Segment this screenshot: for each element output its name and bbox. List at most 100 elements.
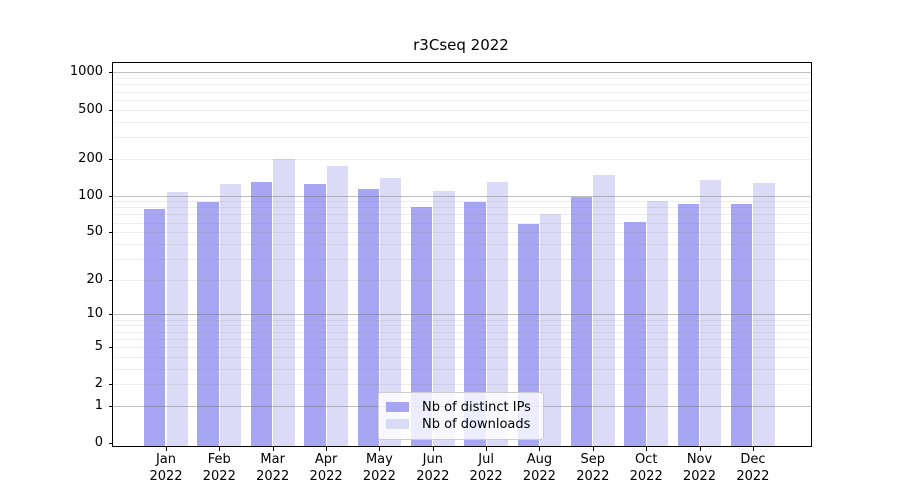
x-tick-feb — [219, 447, 221, 451]
x-tick-jan — [166, 447, 167, 451]
y-tick-20 — [109, 279, 113, 281]
y-tick-100 — [109, 195, 113, 197]
x-tick-sep — [592, 447, 594, 451]
x-tick-label-oct: Oct 2022 — [616, 451, 676, 485]
x-tick-label-may: May 2022 — [349, 451, 409, 485]
bar-downloads-dec — [753, 182, 775, 446]
x-tick-aug — [539, 447, 541, 451]
grid-line-minor-800 — [113, 84, 811, 86]
x-tick-label-year: 2022 — [576, 469, 610, 484]
y-tick-label-50: 50 — [86, 224, 103, 240]
x-tick-label-year: 2022 — [149, 469, 183, 484]
bar-ips-nov — [677, 203, 699, 446]
bar-downloads-may — [379, 177, 402, 446]
grid-line-minor-900 — [113, 78, 811, 80]
x-tick-label-jan: Jan 2022 — [136, 451, 196, 485]
y-tick-500 — [109, 109, 113, 111]
bar-downloads-nov — [700, 180, 722, 446]
y-tick-10 — [109, 314, 113, 316]
x-tick-label-jun: Jun 2022 — [403, 451, 463, 485]
x-tick-label-month: Jun — [422, 452, 443, 467]
bar-ips-jul — [464, 201, 486, 446]
x-tick-label-month: Sep — [580, 452, 606, 467]
y-tick-label-100: 100 — [78, 187, 103, 203]
grid-line-minor-500 — [113, 109, 811, 111]
y-tick-label-2: 2 — [94, 376, 103, 392]
x-tick-label-year: 2022 — [309, 469, 343, 484]
y-tick-label-20: 20 — [86, 271, 103, 287]
y-tick-label-500: 500 — [78, 101, 103, 117]
x-tick-label-apr: Apr 2022 — [296, 451, 356, 485]
y-tick-label-5: 5 — [94, 338, 103, 354]
x-tick-label-year: 2022 — [469, 469, 503, 484]
bar-ips-apr — [304, 184, 326, 446]
x-tick-label-month: May — [365, 452, 393, 467]
x-tick-label-sep: Sep 2022 — [563, 451, 623, 485]
bar-ips-oct — [624, 221, 646, 446]
y-tick-label-1: 1 — [94, 397, 103, 413]
bar-ips-sep — [570, 197, 593, 446]
x-tick-mar — [272, 447, 274, 451]
x-tick-oct — [646, 447, 648, 451]
legend-label: Nb of distinct IPs — [422, 399, 531, 415]
x-tick-label-year: 2022 — [416, 469, 450, 484]
bar-downloads-oct — [646, 200, 669, 446]
x-tick-label-year: 2022 — [682, 469, 717, 484]
legend: Nb of distinct IPs Nb of downloads — [378, 392, 544, 440]
x-tick-jul — [486, 447, 488, 451]
grid-line-minor-600 — [113, 99, 811, 101]
x-tick-label-month: Mar — [260, 452, 285, 467]
bar-ips-jun — [410, 206, 433, 446]
y-tick-0 — [109, 443, 113, 444]
bar-downloads-aug — [539, 214, 562, 446]
x-tick-label-year: 2022 — [362, 469, 396, 484]
x-tick-label-month: Nov — [686, 452, 713, 467]
y-tick-2 — [109, 384, 113, 386]
bar-ips-mar — [250, 182, 273, 446]
bar-ips-may — [357, 189, 379, 446]
legend-row-ips: Nb of distinct IPs — [386, 399, 535, 415]
y-tick-label-200: 200 — [78, 150, 103, 166]
x-tick-label-month: Apr — [314, 452, 338, 467]
y-tick-5 — [109, 346, 113, 348]
legend-label: Nb of downloads — [422, 416, 531, 432]
x-tick-label-month: Oct — [634, 452, 658, 467]
legend-swatch-icon — [386, 419, 409, 429]
x-tick-label-nov: Nov 2022 — [670, 451, 730, 485]
chart-title: r3Cseq 2022 — [413, 36, 509, 54]
x-tick-label-year: 2022 — [736, 469, 770, 484]
x-tick-label-month: Jan — [155, 452, 177, 467]
x-tick-label-month: Jul — [478, 452, 494, 467]
grid-line-minor-200 — [113, 158, 811, 160]
y-tick-1000 — [109, 72, 113, 74]
x-tick-label-mar: Mar 2022 — [243, 451, 303, 485]
x-tick-label-year: 2022 — [202, 469, 236, 484]
bar-downloads-apr — [326, 166, 348, 446]
x-tick-dec — [752, 447, 754, 451]
x-tick-label-month: Dec — [740, 452, 766, 467]
plot-area: Nb of distinct IPs Nb of downloads 0 1 2 5 10… — [70, 62, 812, 484]
bar-downloads-mar — [273, 158, 295, 446]
x-tick-label-aug: Aug 2022 — [509, 451, 569, 485]
x-tick-label-feb: Feb 2022 — [189, 451, 249, 485]
bar-downloads-jan — [166, 191, 188, 446]
grid-line-minor-300 — [113, 136, 811, 138]
y-tick-50 — [109, 232, 113, 234]
bar-downloads-feb — [219, 184, 242, 446]
y-tick-1 — [109, 405, 113, 407]
grid-line-major-1000 — [113, 72, 811, 74]
x-tick-label-year: 2022 — [256, 469, 290, 484]
bar-downloads-jul — [486, 182, 508, 446]
x-tick-label-year: 2022 — [522, 469, 556, 484]
x-tick-apr — [326, 447, 328, 451]
x-tick-label-jul: Jul 2022 — [456, 451, 516, 485]
bar-ips-jan — [144, 209, 166, 446]
grid-line-minor-400 — [113, 121, 811, 123]
bar-ips-aug — [517, 224, 539, 446]
bar-downloads-sep — [593, 175, 615, 446]
grid-line-minor-700 — [113, 91, 811, 93]
x-tick-may — [379, 447, 381, 451]
x-tick-label-month: Aug — [526, 452, 553, 467]
x-tick-label-year: 2022 — [629, 469, 663, 484]
